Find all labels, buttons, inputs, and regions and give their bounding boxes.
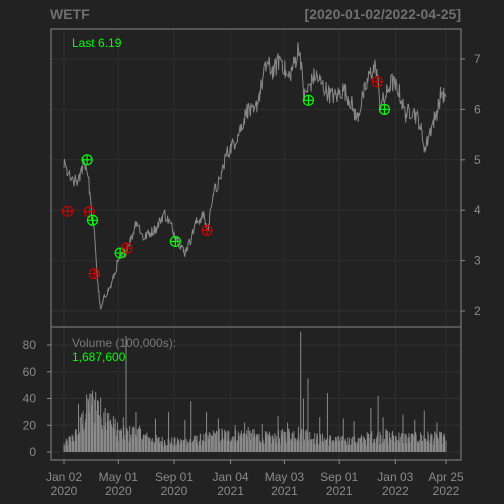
buy-marker <box>86 214 99 226</box>
buy-marker <box>81 154 93 166</box>
volume-panel-frame <box>50 326 462 461</box>
volume-tick-label: 40 <box>23 392 37 406</box>
volume-tick-label: 80 <box>23 338 37 352</box>
x-tick-label: May 01 <box>99 470 139 484</box>
volume-legend-title: Volume (100,000s): <box>72 336 176 350</box>
last-price-label: Last <box>72 36 95 50</box>
x-tick-year: 2022 <box>382 484 409 498</box>
price-tick-label: 5 <box>474 153 481 167</box>
buy-marker <box>114 247 126 259</box>
last-price-value: 6.19 <box>98 36 122 50</box>
price-series <box>63 42 447 311</box>
price-tick-label: 7 <box>474 52 481 66</box>
buy-marker <box>378 103 391 116</box>
x-tick-label: Jan 04 <box>213 470 249 484</box>
x-tick-label: Sep 01 <box>320 470 358 484</box>
x-tick-year: 2020 <box>105 484 132 498</box>
price-grid <box>51 58 461 312</box>
sell-marker <box>88 268 100 280</box>
chart-title: WETF <box>50 6 90 22</box>
x-tick-year: 2021 <box>271 484 298 498</box>
price-line <box>63 42 447 311</box>
x-tick-label: May 03 <box>265 470 305 484</box>
sell-marker <box>62 205 74 217</box>
price-tick-label: 4 <box>474 203 481 217</box>
price-axis: 2 3 4 5 6 7 <box>461 52 481 318</box>
volume-tick-label: 0 <box>29 445 36 459</box>
sell-marker <box>201 224 213 236</box>
x-tick-year: 2020 <box>51 484 78 498</box>
sell-marker <box>371 76 383 88</box>
volume-axis: 0 20 40 60 80 <box>23 338 51 459</box>
x-tick-year: 2022 <box>433 484 460 498</box>
x-tick-label: Sep 01 <box>155 470 193 484</box>
date-range-label: [2020-01-02/2022-04-25] <box>305 6 461 22</box>
x-tick-label: Jan 02 <box>46 470 82 484</box>
volume-tick-label: 20 <box>23 418 37 432</box>
price-tick-label: 3 <box>474 254 481 268</box>
price-tick-label: 6 <box>474 102 481 116</box>
volume-legend-value: 1,687,600 <box>72 350 126 364</box>
trade-markers <box>62 76 391 280</box>
x-tick-label: Jan 03 <box>377 470 413 484</box>
sell-marker <box>121 242 133 254</box>
buy-marker <box>302 94 315 106</box>
x-tick-year: 2021 <box>326 484 353 498</box>
buy-marker <box>169 235 181 248</box>
x-tick-year: 2020 <box>161 484 188 498</box>
x-tick-year: 2021 <box>217 484 244 498</box>
price-tick-label: 2 <box>474 304 481 318</box>
x-tick-label: Apr 25 <box>428 470 464 484</box>
volume-bars <box>63 331 447 452</box>
volume-tick-label: 60 <box>23 365 37 379</box>
last-price-legend: Last 6.19 <box>72 36 122 50</box>
